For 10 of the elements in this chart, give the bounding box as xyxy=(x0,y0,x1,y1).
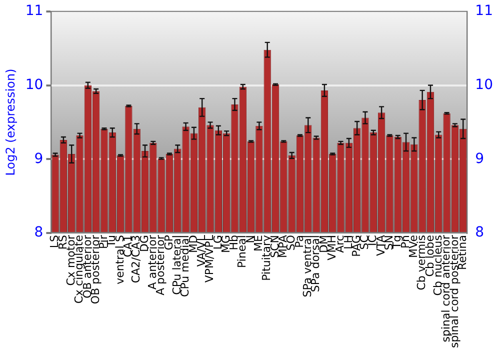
y-tick-label: 8 xyxy=(34,224,44,241)
y2-tick-label: 10 xyxy=(475,76,494,93)
y-tick-label: 9 xyxy=(34,150,44,167)
y2-tick-label: 11 xyxy=(475,3,494,20)
y-tick-label: 10 xyxy=(25,76,44,93)
y-tick-label: 11 xyxy=(25,3,44,20)
x-tick-label: Pituitary xyxy=(260,234,274,281)
y2-tick-label: 8 xyxy=(475,224,484,241)
y-axis-title: Log2 (expression) xyxy=(3,68,18,176)
y2-tick-label: 9 xyxy=(475,150,484,167)
